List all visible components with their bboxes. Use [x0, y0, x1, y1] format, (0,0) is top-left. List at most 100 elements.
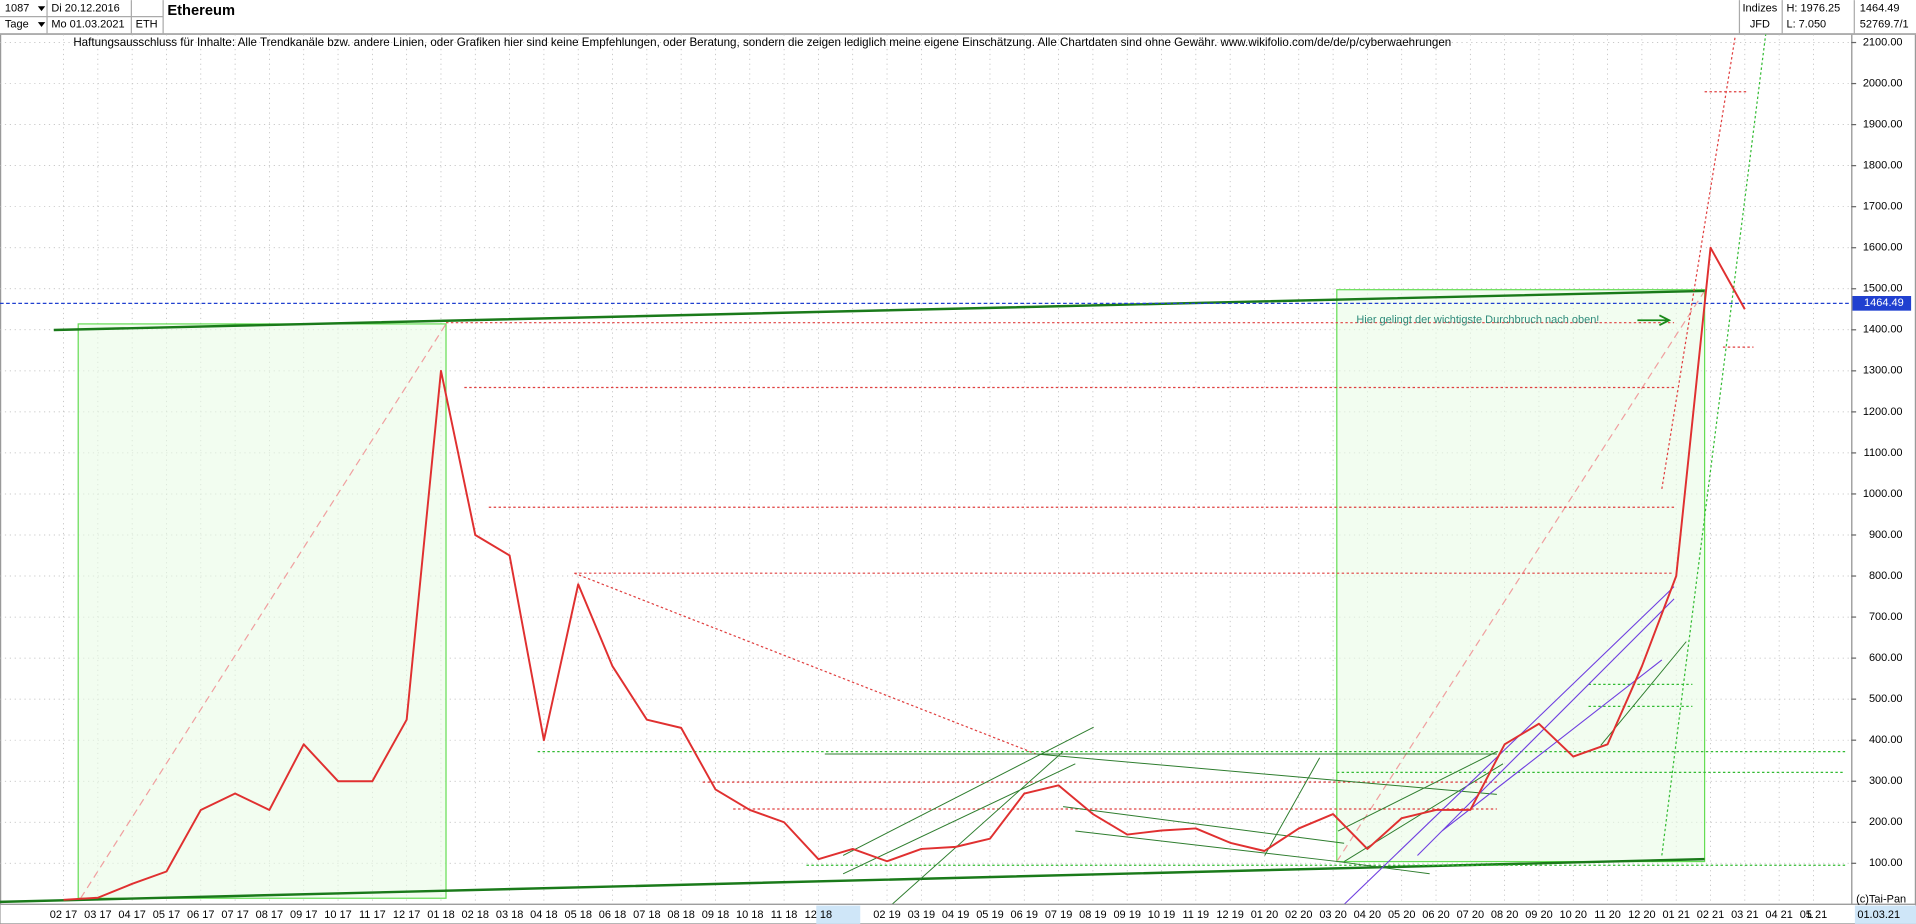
x-tick-label: 04 17 — [118, 909, 146, 921]
x-tick-label: 01 21 — [1662, 909, 1690, 921]
y-tick-label: 1800.00 — [1863, 160, 1903, 172]
x-tick-label: 02 19 — [873, 909, 901, 921]
header-start-date: Di 20.12.2016 — [51, 3, 119, 15]
x-tick-label: 02 20 — [1285, 909, 1313, 921]
y-axis-area — [1851, 33, 1916, 905]
y-tick-label: 100.00 — [1869, 857, 1903, 869]
x-tick-label: 03 21 — [1731, 909, 1759, 921]
x-tick-label: 10 17 — [324, 909, 352, 921]
header-high: H: 1976.25 — [1786, 3, 1840, 15]
diagonal — [80, 290, 1706, 899]
y-tick-label: 1200.00 — [1863, 406, 1903, 418]
x-tick-label: 11 17 — [359, 909, 386, 921]
x-tick-label: 10 18 — [736, 909, 764, 921]
footer-scale: L — [1807, 909, 1813, 921]
header-dividers — [0, 0, 1916, 35]
trend-channel — [0, 289, 1705, 904]
header-end-date: Mo 01.03.2021 — [51, 18, 124, 30]
x-tick-label: 04 19 — [942, 909, 970, 921]
current-price-label: 1464.49 — [1864, 297, 1904, 309]
header-volume: 52769.7/1 — [1860, 18, 1909, 30]
x-tick-label: 12 18 — [805, 909, 833, 921]
header-last: 1464.49 — [1860, 3, 1900, 15]
y-tick-label: 1500.00 — [1863, 283, 1903, 295]
y-tick-label: 500.00 — [1869, 693, 1903, 705]
y-tick-label: 1600.00 — [1863, 242, 1903, 254]
x-tick-label: 03 19 — [908, 909, 936, 921]
x-tick-label: 12 20 — [1628, 909, 1656, 921]
x-tick-label: 05 19 — [976, 909, 1004, 921]
dropdown-icon[interactable] — [37, 6, 46, 12]
x-tick-label: 09 19 — [1113, 909, 1141, 921]
header-group: Indizes — [1742, 3, 1777, 15]
x-tick-label: 06 19 — [1011, 909, 1039, 921]
support-line — [537, 34, 1846, 866]
x-tick-label: 06 18 — [599, 909, 627, 921]
header-count: 1087 — [5, 3, 29, 15]
y-tick-label: 1100.00 — [1864, 447, 1903, 459]
y-tick-label: 1400.00 — [1863, 324, 1903, 336]
y-tick-label: 2100.00 — [1863, 36, 1903, 48]
x-tick-label: 11 19 — [1182, 909, 1209, 921]
x-tick-label: 05 20 — [1388, 909, 1416, 921]
x-tick-label: 10 20 — [1560, 909, 1588, 921]
resistance-line — [1661, 36, 1754, 489]
series-layer — [0, 246, 1852, 901]
y-tick-label: 700.00 — [1869, 611, 1903, 623]
x-tick-label: 08 18 — [667, 909, 695, 921]
chart-title: Ethereum — [167, 3, 235, 19]
footer-date: 01.03.21 — [1857, 909, 1900, 921]
y-tick-label: 1900.00 — [1863, 119, 1903, 131]
x-tick-label: 04 20 — [1354, 909, 1382, 921]
y-tick-label: 1000.00 — [1863, 488, 1903, 500]
x-tick-label: 04 21 — [1765, 909, 1793, 921]
annotation-arrow — [1637, 314, 1672, 326]
x-tick-label: 03 18 — [496, 909, 523, 921]
y-tick-label: 2000.00 — [1863, 77, 1903, 89]
header-period: Tage — [5, 18, 29, 30]
x-highlight — [816, 905, 861, 924]
axis-layer: 100.00 200.00 300.00 400.00 500.00 600.00 700.… — [50, 36, 1912, 921]
x-tick-label: 06 17 — [187, 909, 215, 921]
drawings — [0, 34, 1846, 905]
y-tick-label: 300.00 — [1869, 775, 1903, 787]
x-tick-label: 05 21 — [1800, 909, 1828, 921]
y-tick-label: 1300.00 — [1863, 365, 1903, 377]
header-area — [0, 0, 1916, 35]
x-tick-label: 08 19 — [1079, 909, 1107, 921]
y-tick-label: 800.00 — [1869, 570, 1903, 582]
disclaimer: Haftungsausschluss für Inhalte: Alle Tre… — [73, 36, 1451, 49]
x-tick-label: 11 20 — [1594, 909, 1621, 921]
x-tick-label: 04 18 — [530, 909, 558, 921]
y-tick-label: 900.00 — [1869, 529, 1903, 541]
x-tick-label: 01 18 — [427, 909, 455, 921]
x-tick-label: 11 18 — [771, 909, 798, 921]
x-tick-label: 09 18 — [702, 909, 730, 921]
y-tick-label: 600.00 — [1869, 652, 1903, 664]
x-tick-label: 01 20 — [1251, 909, 1279, 921]
y-tick-label: 1700.00 — [1863, 201, 1903, 213]
copyright: (c)Tai-Pan — [1856, 893, 1906, 905]
x-tick-label: 12 19 — [1216, 909, 1244, 921]
x-tick-label: 07 18 — [633, 909, 661, 921]
header-broker: JFD — [1750, 18, 1770, 30]
current-price-box — [1852, 296, 1912, 311]
x-tick-label: 05 18 — [564, 909, 592, 921]
y-tick-label: 400.00 — [1869, 734, 1903, 746]
x-tick-label: 07 19 — [1045, 909, 1073, 921]
x-tick-label: 08 20 — [1491, 909, 1519, 921]
x-tick-label: 09 17 — [290, 909, 318, 921]
annotation: Hier gelingt der wichtigste Durchbruch n… — [1356, 314, 1599, 326]
price-line — [63, 246, 1746, 901]
header-low: L: 7.050 — [1786, 18, 1826, 30]
date-highlight — [1854, 905, 1916, 924]
x-tick-label: 02 17 — [50, 909, 78, 921]
dropdown-icon[interactable] — [37, 22, 46, 27]
x-tick-label: 03 20 — [1319, 909, 1347, 921]
y-tick-label: 200.00 — [1869, 816, 1903, 828]
x-tick-label: 12 17 — [393, 909, 421, 921]
x-tick-label: 02 18 — [462, 909, 490, 921]
x-tick-label: 07 17 — [221, 909, 249, 921]
